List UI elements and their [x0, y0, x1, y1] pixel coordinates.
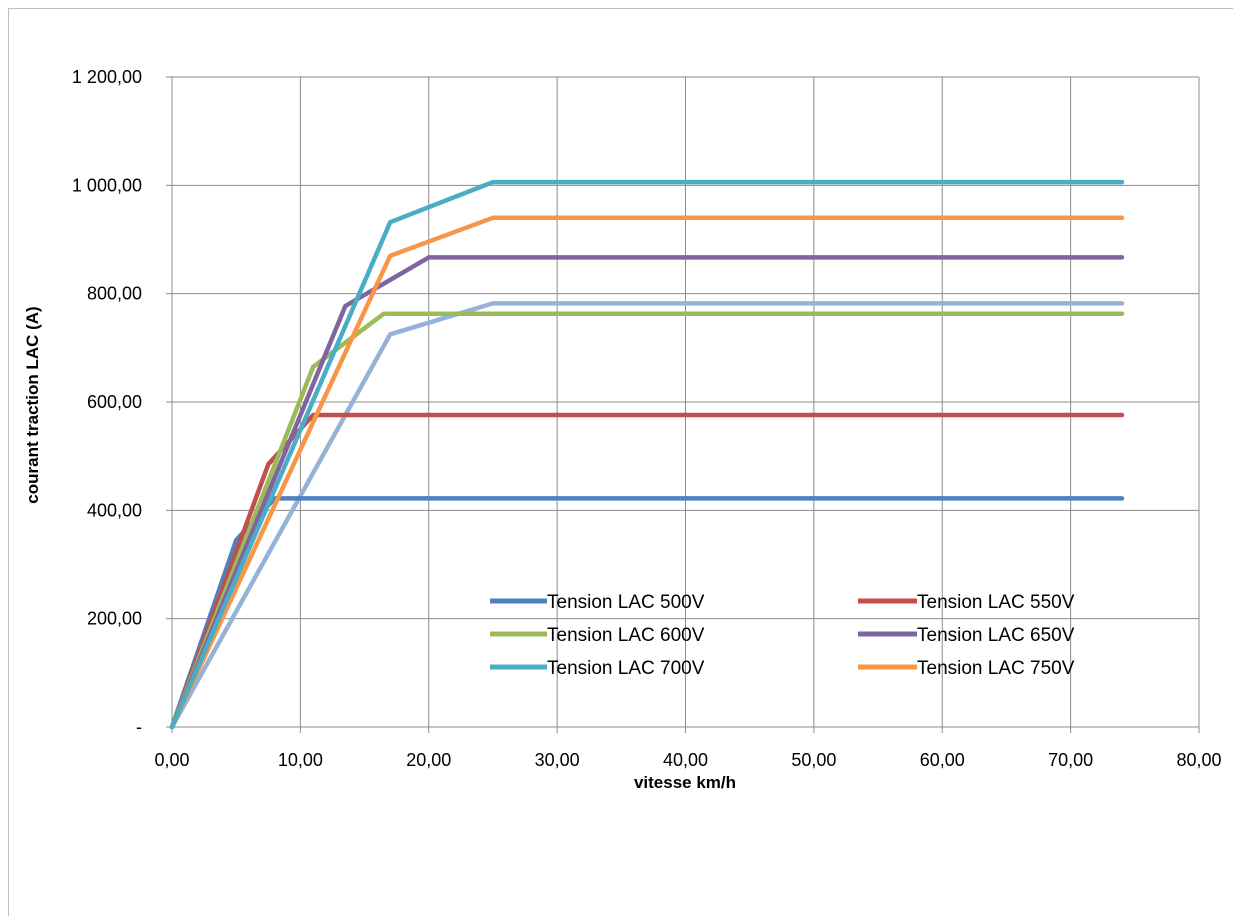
- y-tick-label-1: 200,00: [87, 609, 142, 629]
- x-tick-label-6: 60,00: [920, 750, 965, 770]
- y-axis-title: courant traction LAC (A): [23, 306, 42, 503]
- legend-label-0: Tension LAC 500V: [547, 592, 705, 613]
- x-tick-label-5: 50,00: [791, 750, 836, 770]
- series-line-1: [169, 412, 1125, 730]
- series-layer: [169, 179, 1125, 730]
- legend: Tension LAC 500V Tension LAC 550V Tension …: [490, 592, 1075, 679]
- x-tick-labels: 0,00 10,00 20,00 30,00 40,00 50,00 60,00 70,00 8…: [154, 750, 1221, 770]
- legend-label-2: Tension LAC 600V: [547, 625, 705, 646]
- series-line-5: [169, 215, 1125, 730]
- y-tick-label-3: 600,00: [87, 392, 142, 412]
- x-tick-label-4: 40,00: [663, 750, 708, 770]
- grid: [166, 76, 1200, 733]
- legend-label-1: Tension LAC 550V: [917, 592, 1075, 613]
- chart-frame: [8, 8, 1233, 916]
- series-line-6: [169, 301, 1125, 730]
- y-tick-label-4: 800,00: [87, 284, 142, 304]
- x-tick-label-8: 80,00: [1176, 750, 1221, 770]
- y-tick-label-6: 1 200,00: [72, 67, 142, 87]
- series-line-4: [169, 179, 1125, 730]
- y-tick-label-5: 1 000,00: [72, 175, 142, 195]
- series-line-2: [169, 311, 1125, 730]
- y-tick-label-2: 400,00: [87, 500, 142, 520]
- x-tick-label-7: 70,00: [1048, 750, 1093, 770]
- x-tick-label-2: 20,00: [406, 750, 451, 770]
- legend-label-4: Tension LAC 700V: [547, 658, 705, 679]
- x-tick-label-3: 30,00: [535, 750, 580, 770]
- y-tick-labels: - 200,00 400,00 600,00 800,00 1 000,00 1 200,0…: [72, 67, 142, 737]
- x-tick-label-1: 10,00: [278, 750, 323, 770]
- x-axis-title: vitesse km/h: [634, 773, 736, 792]
- y-tick-label-0: -: [136, 717, 142, 737]
- legend-label-5: Tension LAC 750V: [917, 658, 1075, 679]
- legend-label-3: Tension LAC 650V: [917, 625, 1075, 646]
- series-line-3: [169, 255, 1125, 730]
- x-tick-label-0: 0,00: [154, 750, 189, 770]
